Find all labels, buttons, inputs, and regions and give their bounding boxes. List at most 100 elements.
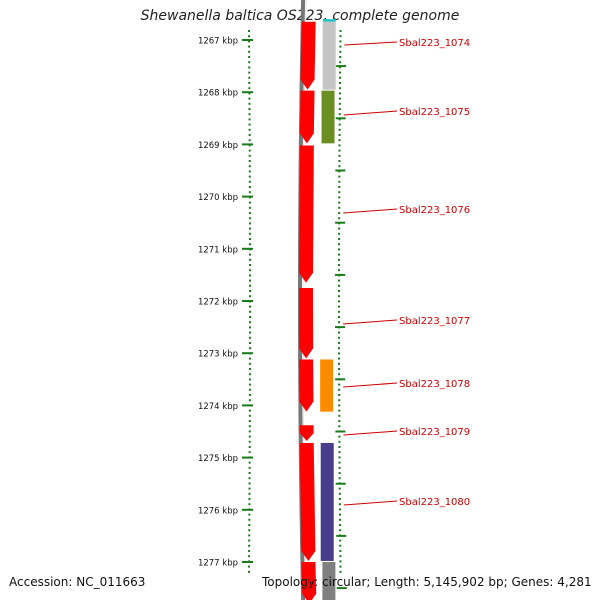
ruler-dot-left	[248, 430, 251, 433]
ruler-dot-right	[339, 66, 342, 69]
ruler-dot-left	[248, 139, 251, 142]
gene-label-leader	[343, 430, 398, 436]
ruler-dot-right	[338, 487, 341, 490]
gene-arrow-sbal223_1076[interactable]	[299, 145, 314, 283]
gene-labels[interactable]: Sbal223_1074 Sbal223_1075 Sbal223_1076 Sbal…	[342, 38, 470, 508]
ruler-dot-left	[248, 373, 251, 376]
ruler-dot-right	[339, 565, 342, 568]
ruler-dot-right	[339, 50, 342, 53]
ruler-dot-left	[248, 128, 251, 131]
ruler-dot-left	[248, 243, 251, 246]
ruler-dot-right	[338, 113, 341, 116]
ruler-tick-label: 1272 kbp	[198, 298, 238, 308]
ruler-dot-left	[248, 321, 251, 324]
ruler-dot-left	[248, 331, 251, 334]
ruler-dot-right	[338, 498, 341, 500]
gene-label-sbal223_1076[interactable]: Sbal223_1076	[399, 205, 470, 216]
gene-label-sbal223_1074[interactable]: Sbal223_1074	[399, 38, 470, 49]
gene-track	[299, 21, 317, 600]
gene-arrow-unlabeled[interactable]	[301, 562, 317, 600]
ruler-tick-label: 1273 kbp	[198, 350, 238, 360]
ruler-dot-right	[338, 295, 341, 298]
ruler-dot-right	[339, 40, 342, 43]
gene-label-sbal223_1079[interactable]: Sbal223_1079	[399, 427, 470, 438]
ruler-dot-left	[248, 357, 251, 360]
ruler-dot-left	[248, 258, 251, 261]
ruler-dot-right	[339, 560, 342, 563]
ruler-dot-right	[339, 550, 342, 552]
ruler-dot-left	[248, 165, 251, 168]
ruler-dot-left	[248, 518, 251, 521]
gene-arrow-sbal223_1074[interactable]	[300, 21, 316, 90]
ruler-dot-left	[247, 570, 250, 573]
ruler-dot-right	[338, 508, 341, 511]
gene-label-sbal223_1075[interactable]: Sbal223_1075	[399, 107, 470, 118]
ruler-dot-left	[248, 160, 251, 162]
ruler-dot-left	[248, 222, 251, 225]
ruler-dot-right	[338, 284, 341, 287]
ruler-dot-left	[248, 529, 251, 532]
ruler-dot-left	[248, 378, 251, 381]
ruler-dot-right	[338, 409, 341, 412]
gene-label-sbal223_1080[interactable]: Sbal223_1080	[399, 497, 470, 508]
ruler-dot-left	[248, 284, 251, 287]
gene-arrow-sbal223_1077[interactable]	[299, 287, 314, 359]
ruler-dot-right	[338, 466, 341, 469]
ruler-dot-left	[248, 487, 251, 490]
ruler-dot-right	[338, 420, 341, 422]
gene-label-sbal223_1078[interactable]: Sbal223_1078	[399, 379, 470, 390]
ruler-dot-right	[338, 461, 341, 464]
ruler-dot-left	[248, 154, 251, 157]
ruler-dot-left	[248, 186, 251, 188]
gene-arrow-sbal223_1080[interactable]	[299, 442, 316, 561]
ruler-dot-left	[248, 35, 251, 38]
ruler-dot-right	[339, 555, 342, 558]
ruler-dot-left	[248, 394, 251, 396]
gene-arrow-sbal223_1078[interactable]	[299, 359, 314, 412]
ruler-tick-label: 1277 kbp	[198, 559, 238, 569]
ruler-dot-left	[248, 362, 251, 365]
ruler: 1267 kbp 1268 kbp 1269 kbp 1270 kbp 1271 kbp…	[198, 30, 347, 590]
gene-arrow-sbal223_1075[interactable]	[299, 90, 315, 144]
ruler-dot-left	[248, 555, 251, 558]
ruler-dot-right	[338, 279, 341, 282]
ruler-dot-left	[248, 118, 251, 121]
ruler-dot-right	[338, 388, 341, 391]
ruler-dot-left	[248, 466, 251, 469]
ruler-dot-right	[339, 529, 342, 532]
ruler-dot-left	[248, 212, 251, 214]
ruler-dot-left	[247, 30, 250, 32]
gene-arrow-sbal223_1079[interactable]	[299, 425, 314, 441]
ruler-dot-right	[338, 394, 341, 396]
ruler-dot-left	[248, 446, 251, 448]
feature-block-light-gray	[322, 21, 336, 90]
ruler-dot-left	[248, 66, 251, 69]
ruler-dot-left	[248, 425, 251, 428]
ruler-dot-right	[338, 310, 341, 313]
ruler-dot-right	[338, 300, 340, 303]
ruler-dot-left	[248, 477, 251, 480]
ruler-dot-left	[248, 513, 251, 516]
ruler-dot-right	[338, 82, 341, 84]
gene-label-sbal223_1077[interactable]: Sbal223_1077	[399, 316, 470, 327]
ruler-dot-right	[338, 160, 341, 162]
ruler-dot-left	[248, 40, 251, 43]
ruler-dot-right	[338, 399, 341, 402]
ruler-dot-left	[248, 310, 251, 313]
ruler-dot-right	[339, 570, 342, 573]
ruler-dot-left	[248, 440, 251, 443]
ruler-dot-right	[339, 518, 342, 521]
ruler-dot-left	[248, 544, 251, 547]
ruler-dot-right	[339, 61, 342, 64]
ruler-dot-right	[338, 206, 341, 209]
ruler-dot-right	[338, 269, 341, 272]
ruler-dot-left	[248, 368, 251, 370]
ruler-dot-right	[338, 253, 341, 256]
ruler-dot-left	[248, 253, 251, 256]
genome-title: Shewanella baltica OS223, complete genom…	[140, 8, 460, 24]
ruler-dot-right	[338, 227, 341, 230]
ruler-dot-left	[248, 269, 251, 272]
ruler-dot-left	[248, 45, 251, 48]
ruler-dot-right	[338, 352, 341, 355]
ruler-dot-right	[338, 149, 341, 152]
